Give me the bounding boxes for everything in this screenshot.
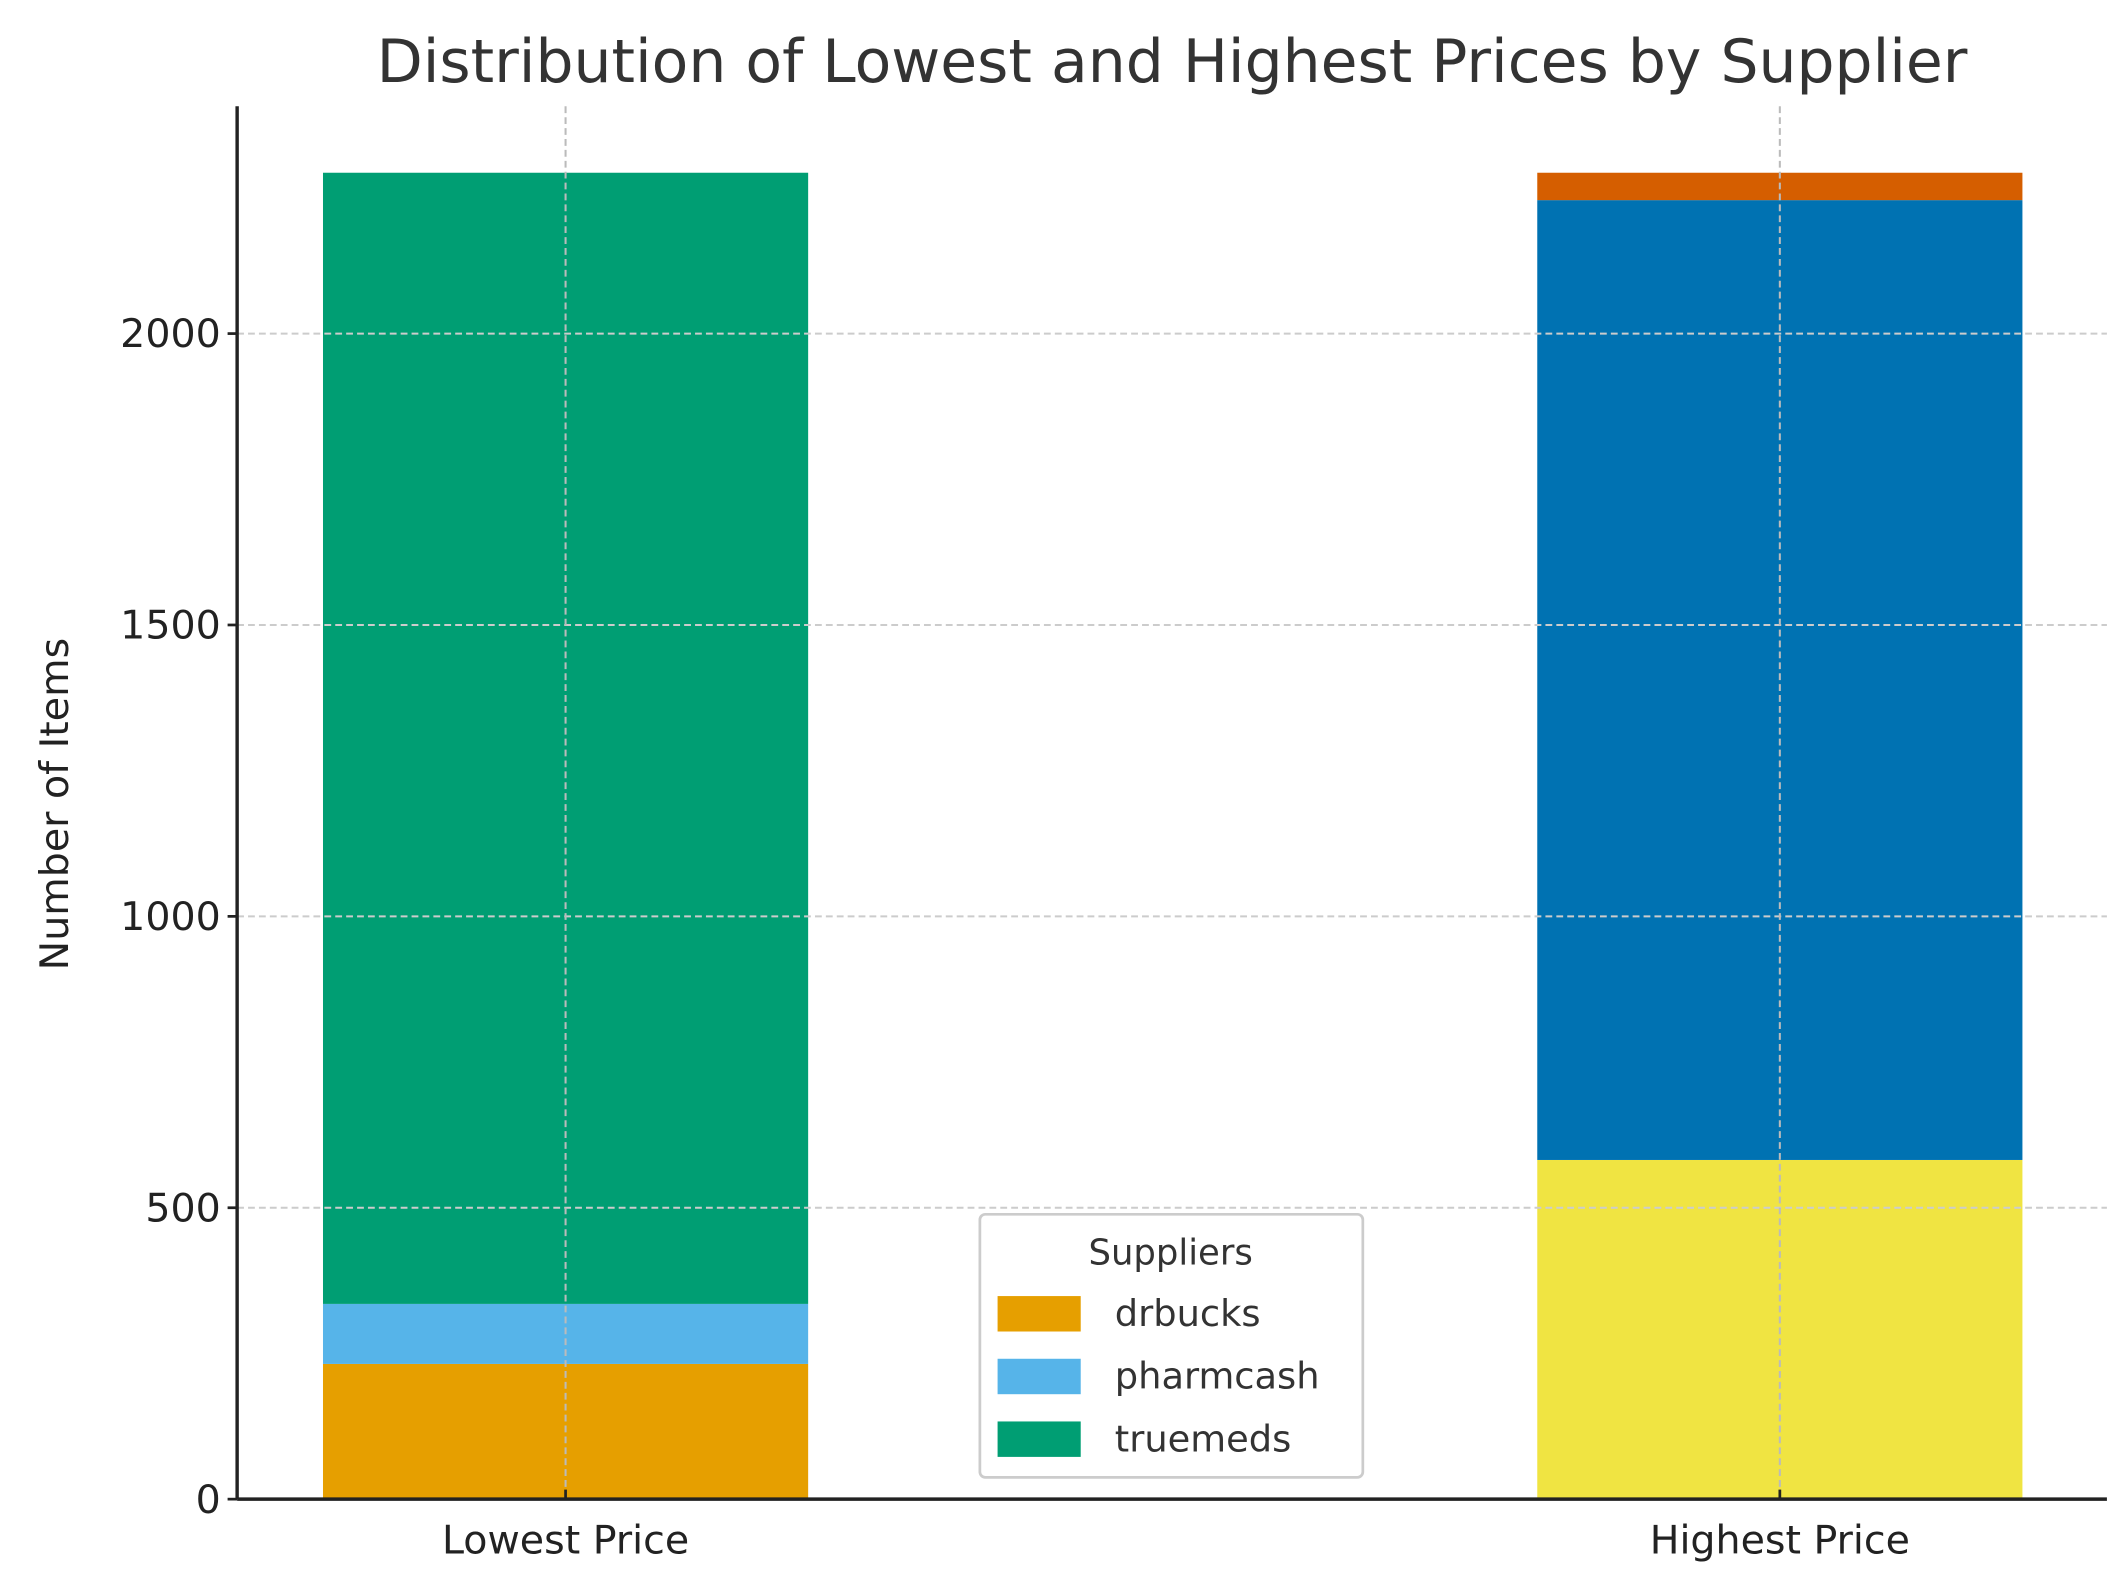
legend-title: Suppliers [1088,1233,1252,1274]
axes: 0 500 1000 1500 2000 Lowest Price Highest Pric… [120,106,2107,1564]
x-tick-label: Lowest Price [442,1518,689,1564]
legend-swatch-pharmcash [997,1358,1081,1395]
chart-title: Distribution of Lowest and Highest Price… [377,27,1968,97]
y-tick-label: 500 [145,1185,220,1231]
legend-label-drbucks: drbucks [1115,1292,1261,1335]
y-tick-label: 1000 [120,894,221,940]
y-axis-label: Number of Items [32,638,78,971]
legend-box [978,1212,1365,1479]
legend-swatch-drbucks [997,1296,1081,1332]
y-tick-label: 1500 [120,603,221,649]
legend-swatch-truemeds [997,1421,1081,1457]
legend: Suppliers drbucks pharmcash truemeds [978,1212,1365,1479]
x-tick-label: Highest Price [1650,1518,1910,1564]
y-tick-label: 2000 [120,311,221,357]
gridlines [237,106,2107,1500]
legend-label-pharmcash: pharmcash [1115,1355,1320,1398]
legend-label-truemeds: truemeds [1115,1417,1291,1460]
y-tick-label: 0 [196,1477,221,1523]
